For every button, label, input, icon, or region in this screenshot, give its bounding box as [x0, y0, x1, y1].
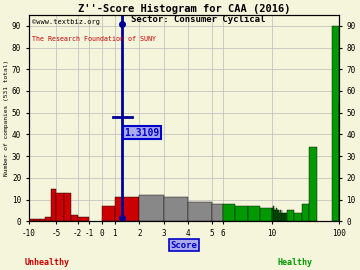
Bar [284, 212, 285, 221]
Text: ©www.textbiz.org: ©www.textbiz.org [32, 19, 100, 25]
Bar [248, 206, 260, 221]
Bar [29, 219, 34, 221]
Bar [283, 212, 284, 221]
Bar [164, 197, 188, 221]
Bar [223, 204, 235, 221]
Bar [40, 219, 45, 221]
Text: 1.3109: 1.3109 [124, 128, 159, 138]
Bar [51, 189, 57, 221]
Bar [281, 212, 282, 221]
Bar [235, 206, 248, 221]
Text: Healthy: Healthy [278, 258, 313, 267]
Bar [277, 210, 278, 221]
Bar [34, 219, 40, 221]
Bar [287, 210, 294, 221]
Bar [278, 210, 279, 221]
Y-axis label: Number of companies (531 total): Number of companies (531 total) [4, 60, 9, 176]
Bar [302, 204, 309, 221]
Bar [45, 217, 51, 221]
Bar [78, 217, 89, 221]
Text: Sector: Consumer Cyclical: Sector: Consumer Cyclical [131, 15, 265, 24]
Bar [260, 208, 272, 221]
Bar [275, 210, 276, 221]
Bar [276, 208, 277, 221]
Text: The Research Foundation of SUNY: The Research Foundation of SUNY [32, 36, 156, 42]
Bar [23, 210, 29, 221]
Bar [285, 212, 286, 221]
Bar [294, 212, 302, 221]
Bar [12, 210, 18, 221]
Bar [18, 217, 23, 221]
Bar [274, 210, 275, 221]
Bar [71, 215, 78, 221]
Title: Z''-Score Histogram for CAA (2016): Z''-Score Histogram for CAA (2016) [78, 4, 290, 14]
Bar [102, 206, 115, 221]
Bar [212, 204, 223, 221]
Bar [280, 210, 281, 221]
Bar [279, 212, 280, 221]
Bar [115, 197, 139, 221]
Bar [273, 206, 274, 221]
Bar [282, 210, 283, 221]
Bar [63, 193, 71, 221]
Bar [139, 195, 164, 221]
Bar [309, 147, 317, 221]
X-axis label: Score: Score [170, 241, 197, 250]
Bar [286, 212, 287, 221]
Bar [57, 193, 63, 221]
Bar [332, 26, 339, 221]
Text: Unhealthy: Unhealthy [24, 258, 69, 267]
Bar [188, 202, 212, 221]
Bar [272, 208, 273, 221]
